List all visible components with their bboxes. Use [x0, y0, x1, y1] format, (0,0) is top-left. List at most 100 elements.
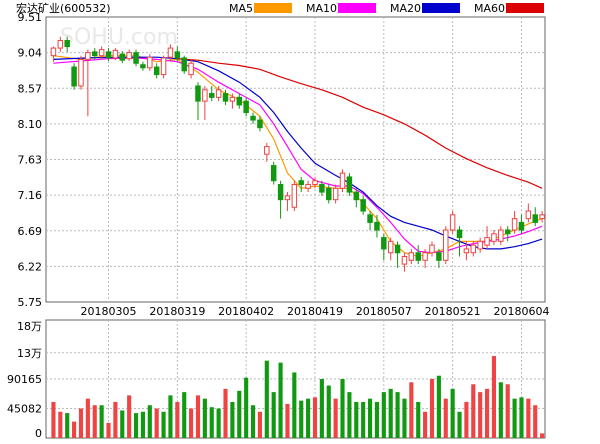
date-tick-label: 20180319: [149, 305, 205, 318]
date-tick-label: 20180521: [425, 305, 481, 318]
price-tick-label: 7.63: [18, 154, 43, 167]
candles: [50, 36, 545, 272]
candle: [257, 116, 263, 132]
volume-bar: [374, 401, 379, 438]
volume-bar: [416, 401, 421, 438]
candle-body: [422, 252, 428, 261]
candle: [449, 211, 456, 234]
date-tick-label: 20180604: [493, 305, 549, 318]
date-axis: 20180305 20180319 20180402 20180419 20180507…: [81, 305, 550, 318]
candle: [305, 180, 311, 193]
volume-bar: [292, 372, 297, 438]
candle: [498, 226, 504, 246]
volume-bar: [154, 408, 159, 438]
volume-axis: 18万 13万 90165 45082 0: [7, 320, 42, 440]
volume-bar: [388, 388, 393, 438]
candle: [532, 207, 538, 227]
candle: [229, 93, 236, 109]
candle-body: [360, 199, 366, 212]
volume-bar: [326, 385, 331, 438]
candle-body: [64, 39, 70, 48]
candle-body: [257, 119, 263, 129]
volume-bar: [533, 405, 538, 438]
volume-tick-label: 0: [35, 427, 42, 440]
candle-body: [387, 240, 394, 254]
candle: [202, 85, 208, 121]
volume-bar: [140, 411, 145, 438]
candle-body: [215, 89, 222, 98]
volume-tick-label: 13万: [17, 347, 42, 360]
volume-bar: [182, 392, 187, 438]
candle: [367, 211, 373, 230]
volume-bar: [340, 379, 345, 438]
volume-bar: [395, 392, 400, 438]
date-tick-label: 20180507: [356, 305, 412, 318]
candle: [360, 195, 366, 215]
volume-bar: [347, 392, 352, 438]
candle-body: [160, 57, 167, 76]
candle: [332, 184, 339, 204]
candle-body: [119, 53, 126, 61]
candle-body: [498, 229, 504, 242]
volume-bar: [491, 356, 497, 438]
candle-body: [112, 49, 119, 59]
ma-line-ma5: [53, 55, 543, 258]
candle-body: [525, 210, 532, 220]
candle-body: [298, 180, 304, 186]
candle: [250, 112, 256, 124]
candle: [312, 176, 318, 189]
price-tick-label: 9.51: [18, 11, 43, 24]
price-tick-label: 7.16: [18, 189, 43, 202]
candle: [85, 49, 91, 117]
volume-bar: [223, 388, 228, 438]
candle: [119, 51, 126, 64]
candle-body: [195, 85, 201, 102]
candle-body: [85, 52, 91, 60]
candle: [319, 180, 325, 196]
volume-bar: [526, 398, 531, 438]
candle: [236, 93, 243, 109]
candle: [78, 55, 84, 90]
candle-body: [532, 214, 538, 223]
candle: [243, 97, 249, 117]
candle-body: [511, 218, 518, 231]
volume-bar: [209, 407, 214, 438]
volume-bar: [161, 411, 166, 438]
candle: [174, 46, 181, 61]
volume-bar: [257, 411, 262, 438]
volume-bar: [540, 433, 545, 438]
candle: [484, 226, 490, 249]
candle-body: [504, 229, 511, 235]
volume-bars: [51, 356, 545, 438]
moving-averages: [53, 55, 543, 258]
legend-swatch-ma60: [506, 3, 544, 13]
ma-line-ma10: [53, 57, 543, 254]
volume-bar: [505, 384, 510, 438]
volume-bar: [333, 398, 338, 438]
candle-body: [78, 58, 84, 87]
legend-swatch-ma20: [422, 3, 460, 13]
volume-bar: [230, 401, 235, 438]
candle: [291, 180, 298, 212]
candle: [477, 237, 483, 253]
candle: [539, 211, 545, 223]
volume-bar: [78, 408, 84, 438]
price-tick-label: 6.69: [18, 225, 43, 238]
candle-body: [188, 62, 194, 76]
candle-body: [401, 256, 408, 265]
candle-body: [477, 240, 483, 250]
legend-swatch-ma10: [338, 3, 376, 13]
candle-body: [236, 96, 243, 106]
volume-bar: [464, 401, 469, 438]
volume-bar: [402, 398, 407, 438]
candle-body: [174, 51, 181, 59]
candle: [346, 173, 353, 196]
volume-bar: [92, 405, 97, 438]
legend-label-ma60: MA60: [474, 2, 505, 15]
candle: [504, 226, 511, 242]
volume-tick-label: 90165: [7, 373, 42, 386]
candle-body: [326, 187, 332, 201]
volume-bar: [250, 405, 256, 438]
candle: [133, 49, 139, 67]
